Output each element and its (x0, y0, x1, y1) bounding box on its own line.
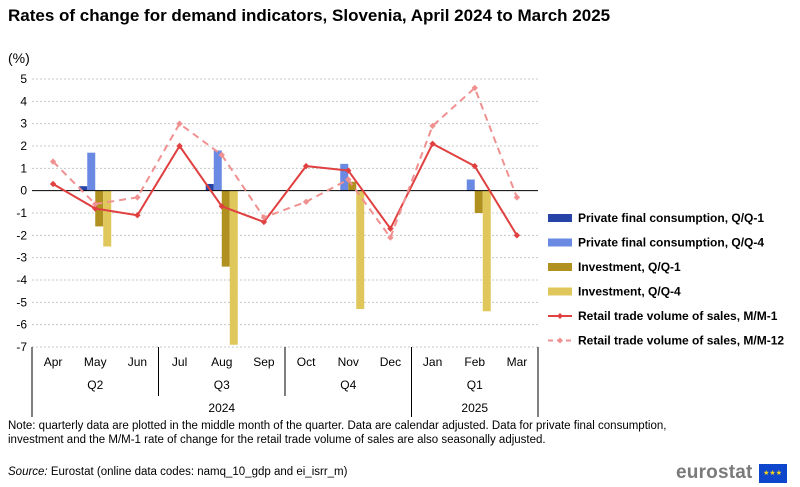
y-axis-unit: (%) (8, 50, 30, 66)
data-point (134, 194, 141, 201)
quarter-label: Q4 (340, 378, 356, 392)
y-tick-label: 4 (20, 94, 27, 108)
y-tick-label: -1 (16, 206, 27, 220)
bar (79, 186, 88, 191)
legend-label: Investment, Q/Q-1 (578, 260, 681, 274)
bar (340, 163, 349, 191)
legend-marker (557, 337, 563, 344)
x-tick-label: May (84, 355, 107, 369)
bar (474, 190, 483, 213)
x-tick-label: Apr (44, 355, 63, 369)
x-tick-label: Feb (464, 355, 485, 369)
chart-title: Rates of change for demand indicators, S… (8, 6, 611, 25)
quarter-label: Q1 (467, 378, 483, 392)
y-tick-label: -3 (16, 251, 27, 265)
x-tick-label: Dec (380, 355, 401, 369)
y-tick-label: 2 (20, 139, 27, 153)
chart-note: Note: quarterly data are plotted in the … (8, 420, 667, 446)
chart-source: Source: Eurostat (online data codes: nam… (8, 466, 347, 478)
legend-label: Private final consumption, Q/Q-1 (578, 211, 764, 225)
data-point (345, 176, 352, 183)
data-point (513, 194, 521, 201)
x-tick-label: Oct (297, 355, 316, 369)
legend-marker (557, 313, 563, 319)
x-tick-label: Jan (423, 355, 442, 369)
legend-swatch (548, 263, 572, 271)
bar (103, 190, 112, 247)
series-line (52, 142, 518, 236)
x-tick-label: Sep (253, 355, 275, 369)
x-tick-label: Mar (507, 355, 528, 369)
data-point (471, 84, 478, 92)
y-tick-label: -6 (16, 318, 27, 332)
bar (221, 190, 230, 267)
legend-label: Retail trade volume of sales, M/M-12 (578, 334, 784, 348)
source-label: Source: (8, 466, 48, 478)
data-point (387, 234, 394, 241)
data-point (92, 205, 99, 212)
data-point (260, 214, 268, 221)
data-point (218, 151, 225, 159)
data-point (218, 203, 225, 210)
x-tick-label: Jul (172, 355, 187, 369)
year-label: 2024 (208, 401, 235, 415)
data-point (429, 140, 436, 147)
bar (348, 181, 357, 191)
data-point (471, 162, 478, 170)
data-point (429, 122, 436, 130)
legend-swatch (548, 238, 572, 247)
quarter-label: Q2 (87, 378, 103, 392)
data-point (49, 180, 57, 188)
data-point (302, 162, 310, 170)
eu-flag-icon: ★★★ (758, 463, 787, 483)
data-point (513, 232, 521, 239)
x-tick-label: Jun (128, 355, 147, 369)
data-point (134, 212, 141, 219)
x-tick-label: Aug (211, 355, 232, 369)
legend-swatch (548, 214, 572, 222)
series-line (52, 86, 518, 240)
bar (482, 190, 491, 312)
y-tick-label: 0 (20, 184, 27, 198)
y-tick-label: -5 (16, 295, 27, 309)
bar (87, 152, 96, 191)
data-point (176, 120, 183, 127)
bar (356, 190, 365, 310)
legend-label: Investment, Q/Q-4 (578, 285, 681, 299)
x-tick-label: Nov (338, 355, 359, 369)
data-point (302, 198, 310, 206)
y-tick-label: -4 (16, 273, 27, 287)
data-point (260, 218, 268, 226)
data-point (345, 167, 352, 174)
year-label: 2025 (461, 401, 488, 415)
logo-text: eurostat (676, 462, 753, 483)
legend-label: Retail trade volume of sales, M/M-1 (578, 309, 778, 323)
bar (205, 183, 214, 191)
y-tick-label: -7 (16, 340, 27, 354)
data-point (92, 200, 99, 208)
y-tick-label: 1 (20, 161, 27, 175)
bar (213, 150, 222, 191)
y-tick-label: 3 (20, 117, 27, 131)
data-point (49, 158, 57, 165)
bar (229, 190, 238, 345)
source-text: Eurostat (online data codes: namq_10_gdp… (47, 466, 348, 478)
quarter-label: Q3 (214, 378, 230, 392)
legend-swatch (548, 287, 572, 296)
chart-canvas: 5 4 3 2 1 0 -1 -2 -3 -4 -5 -6 -7 Apr May Jun Jul Aug Sep Oc… (16, 72, 784, 417)
y-tick-label: -2 (16, 228, 27, 242)
eurostat-logo: eurostat ★★★ (676, 462, 787, 484)
data-point (176, 142, 183, 150)
data-point (387, 225, 394, 232)
legend-label: Private final consumption, Q/Q-4 (578, 236, 764, 250)
y-tick-label: 5 (20, 72, 27, 86)
bar (466, 179, 475, 191)
